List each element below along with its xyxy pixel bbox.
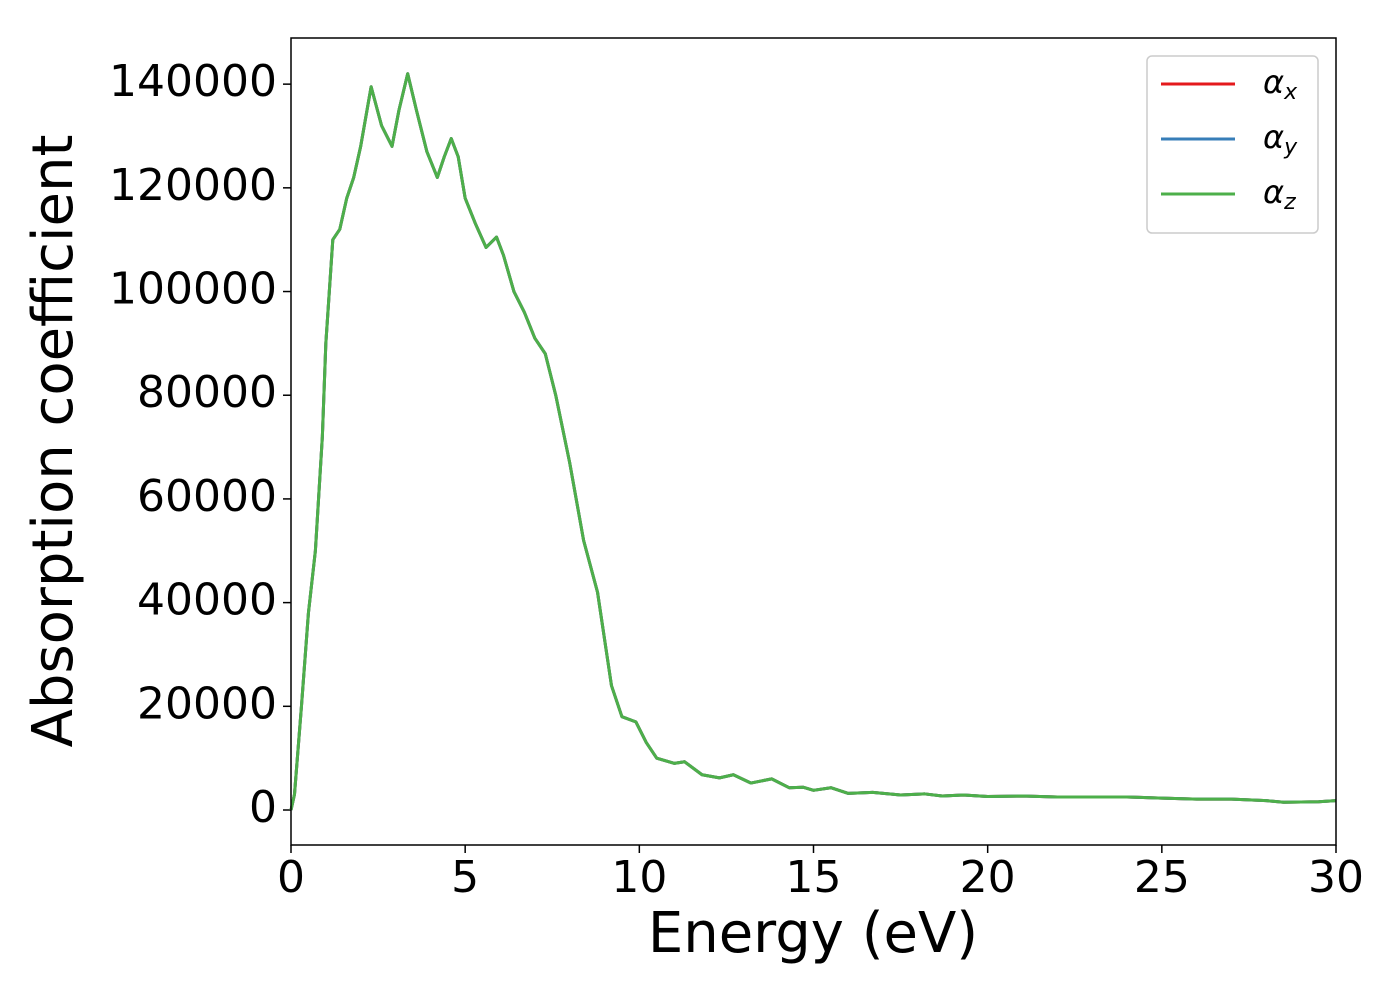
y-tick-label: 40000 (137, 575, 277, 626)
x-tick-label: 30 (1308, 852, 1364, 903)
x-tick-label: 10 (611, 852, 667, 903)
x-tick-label: 20 (960, 852, 1016, 903)
legend-label: αz (1263, 173, 1296, 215)
x-tick-label: 25 (1134, 852, 1190, 903)
y-tick-label: 60000 (137, 471, 277, 522)
legend-label: αx (1263, 63, 1298, 105)
x-axis-label: Energy (eV) (648, 901, 978, 966)
y-tick-label: 120000 (109, 160, 277, 211)
y-tick-label: 80000 (137, 367, 277, 418)
legend-subscript: x (1283, 80, 1298, 105)
series-line (289, 72, 1337, 811)
legend-subscript: y (1283, 135, 1298, 160)
legend-symbol: α (1263, 173, 1284, 211)
y-tick-label: 20000 (137, 678, 277, 729)
x-tick-label: 0 (277, 852, 305, 903)
x-tick-label: 15 (786, 852, 842, 903)
legend-symbol: α (1263, 63, 1284, 101)
y-tick-label: 100000 (109, 264, 277, 315)
legend-symbol: α (1263, 118, 1284, 156)
y-tick-label: 0 (249, 782, 277, 833)
y-tick-label: 140000 (109, 56, 277, 107)
legend-box (1146, 55, 1319, 234)
plot-frame (290, 37, 1337, 846)
legend-label: αy (1263, 118, 1298, 160)
x-tick-label: 5 (451, 852, 479, 903)
y-axis-label: Absorption coefficient (21, 135, 86, 748)
legend-subscript: z (1283, 190, 1296, 215)
